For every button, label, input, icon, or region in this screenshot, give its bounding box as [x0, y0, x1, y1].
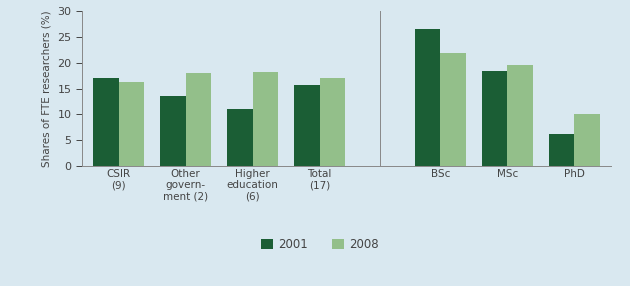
Bar — [227, 109, 253, 166]
Bar — [549, 134, 575, 166]
Bar — [319, 78, 345, 166]
Bar — [160, 96, 186, 166]
Bar — [93, 78, 118, 166]
Bar — [415, 29, 440, 166]
Legend: 2001, 2008: 2001, 2008 — [256, 233, 384, 256]
Bar — [440, 53, 466, 166]
Bar — [253, 72, 278, 166]
Bar — [294, 85, 319, 166]
Y-axis label: Shares of FTE researchers (%): Shares of FTE researchers (%) — [42, 10, 52, 167]
Bar — [186, 73, 211, 166]
Bar — [118, 82, 144, 166]
Bar — [507, 65, 533, 166]
Bar — [482, 71, 507, 166]
Bar — [575, 114, 600, 166]
